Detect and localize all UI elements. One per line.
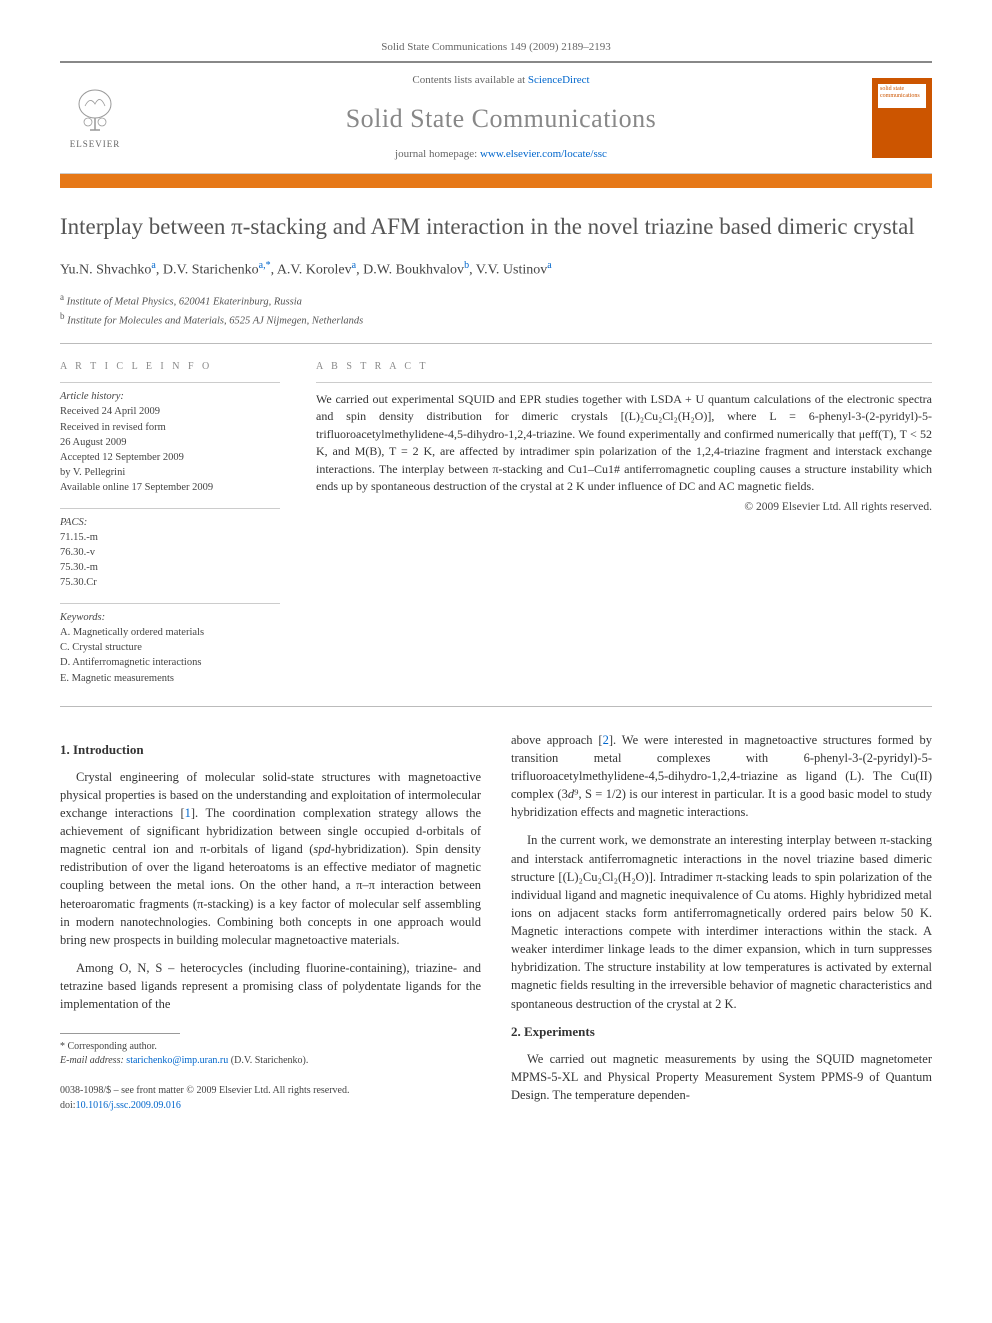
keyword: C. Crystal structure bbox=[60, 640, 280, 655]
pacs-code: 76.30.-v bbox=[60, 545, 280, 560]
article-info-heading: A R T I C L E I N F O bbox=[60, 360, 280, 374]
elsevier-logo[interactable]: ELSEVIER bbox=[60, 78, 130, 158]
pacs-block: PACS: 71.15.-m76.30.-v75.30.-m75.30.Cr bbox=[60, 515, 280, 591]
article-title: Interplay between π-stacking and AFM int… bbox=[60, 212, 932, 242]
contents-available: Contents lists available at ScienceDirec… bbox=[130, 73, 872, 88]
abstract-copyright: © 2009 Elsevier Ltd. All rights reserved… bbox=[316, 499, 932, 515]
journal-name: Solid State Communications bbox=[130, 101, 872, 137]
header-band: ELSEVIER Contents lists available at Sci… bbox=[60, 63, 932, 173]
keywords-block: Keywords: A. Magnetically ordered materi… bbox=[60, 610, 280, 686]
article-history: Article history: Received 24 April 2009R… bbox=[60, 389, 280, 496]
corr-author-marker: * Corresponding author. bbox=[60, 1040, 481, 1054]
divider bbox=[60, 706, 932, 707]
intro-paragraph-3: above approach [2]. We were interested i… bbox=[511, 731, 932, 822]
body-left-column: 1. Introduction Crystal engineering of m… bbox=[60, 731, 481, 1114]
corr-email-who: (D.V. Starichenko). bbox=[231, 1055, 309, 1066]
doi-label: doi: bbox=[60, 1100, 76, 1111]
history-label: Article history: bbox=[60, 389, 280, 404]
keyword: A. Magnetically ordered materials bbox=[60, 625, 280, 640]
history-line: Received 24 April 2009 bbox=[60, 404, 280, 419]
contents-prefix: Contents lists available at bbox=[412, 74, 527, 86]
keyword: D. Antiferromagnetic interactions bbox=[60, 655, 280, 670]
corr-email-link[interactable]: starichenko@imp.uran.ru bbox=[126, 1055, 228, 1066]
footer-issn-doi: 0038-1098/$ – see front matter © 2009 El… bbox=[60, 1084, 481, 1113]
pacs-code: 75.30.Cr bbox=[60, 575, 280, 590]
divider bbox=[60, 343, 932, 344]
history-line: 26 August 2009 bbox=[60, 435, 280, 450]
sciencedirect-link[interactable]: ScienceDirect bbox=[528, 74, 590, 86]
author-list: Yu.N. Shvachkoa, D.V. Starichenkoa,*, A.… bbox=[60, 259, 932, 280]
homepage-prefix: journal homepage: bbox=[395, 148, 480, 160]
experiments-paragraph-1: We carried out magnetic measurements by … bbox=[511, 1050, 932, 1104]
pacs-code: 75.30.-m bbox=[60, 560, 280, 575]
pacs-label: PACS: bbox=[60, 515, 280, 530]
doi-link[interactable]: 10.1016/j.ssc.2009.09.016 bbox=[76, 1100, 181, 1111]
header-center: Contents lists available at ScienceDirec… bbox=[130, 73, 872, 162]
pacs-code: 71.15.-m bbox=[60, 530, 280, 545]
body-two-column: 1. Introduction Crystal engineering of m… bbox=[60, 731, 932, 1114]
abstract-text: We carried out experimental SQUID and EP… bbox=[316, 391, 932, 495]
journal-cover-thumbnail[interactable]: solid state communications bbox=[872, 78, 932, 158]
history-line: by V. Pellegrini bbox=[60, 465, 280, 480]
homepage-link[interactable]: www.elsevier.com/locate/ssc bbox=[480, 148, 607, 160]
keyword: E. Magnetic measurements bbox=[60, 671, 280, 686]
affiliations: a Institute of Metal Physics, 620041 Eka… bbox=[60, 291, 932, 329]
journal-reference: Solid State Communications 149 (2009) 21… bbox=[60, 40, 932, 55]
article-info-column: A R T I C L E I N F O Article history: R… bbox=[60, 360, 280, 698]
ref-link-2[interactable]: 2 bbox=[603, 733, 609, 747]
corresponding-author-footnote: * Corresponding author. E-mail address: … bbox=[60, 1040, 481, 1068]
cover-label: solid state communications bbox=[880, 86, 932, 99]
issn-line: 0038-1098/$ – see front matter © 2009 El… bbox=[60, 1084, 481, 1099]
section-heading-intro: 1. Introduction bbox=[60, 741, 481, 760]
section-heading-experiments: 2. Experiments bbox=[511, 1023, 932, 1042]
history-line: Available online 17 September 2009 bbox=[60, 480, 280, 495]
history-line: Received in revised form bbox=[60, 420, 280, 435]
meta-abstract-row: A R T I C L E I N F O Article history: R… bbox=[60, 360, 932, 698]
orange-accent-bar bbox=[60, 174, 932, 188]
intro-paragraph-2: Among O, N, S – heterocycles (including … bbox=[60, 959, 481, 1013]
footnote-rule bbox=[60, 1033, 180, 1034]
history-line: Accepted 12 September 2009 bbox=[60, 450, 280, 465]
body-right-column: above approach [2]. We were interested i… bbox=[511, 731, 932, 1114]
journal-homepage: journal homepage: www.elsevier.com/locat… bbox=[130, 147, 872, 162]
abstract-column: A B S T R A C T We carried out experimen… bbox=[316, 360, 932, 698]
intro-paragraph-1: Crystal engineering of molecular solid-s… bbox=[60, 768, 481, 949]
email-label: E-mail address: bbox=[60, 1055, 124, 1066]
ref-link-1[interactable]: 1 bbox=[185, 806, 191, 820]
elsevier-tree-icon bbox=[70, 86, 120, 136]
abstract-heading: A B S T R A C T bbox=[316, 360, 932, 374]
intro-paragraph-4: In the current work, we demonstrate an i… bbox=[511, 831, 932, 1012]
keywords-label: Keywords: bbox=[60, 610, 280, 625]
publisher-name: ELSEVIER bbox=[70, 138, 121, 151]
